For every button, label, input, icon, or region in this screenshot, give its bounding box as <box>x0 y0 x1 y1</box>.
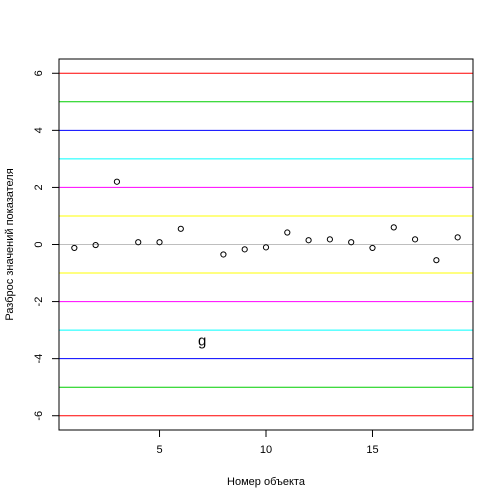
data-point <box>113 178 121 185</box>
y-tick-label: 4 <box>33 127 45 133</box>
data-point <box>135 239 142 246</box>
data-point <box>262 244 270 251</box>
data-point <box>71 244 78 252</box>
data-point <box>305 237 312 244</box>
x-tick-label: 5 <box>156 444 162 456</box>
data-point <box>433 257 440 264</box>
x-tick-label: 10 <box>260 444 272 456</box>
data-point <box>348 239 355 246</box>
data-point <box>369 244 376 252</box>
annotation-label: g <box>198 333 206 350</box>
data-point <box>454 234 461 241</box>
data-point <box>284 229 291 236</box>
y-tick-label: -6 <box>33 411 45 421</box>
data-point <box>92 241 99 249</box>
x-axis-title: Номер объекта <box>227 476 306 488</box>
y-tick-label: -4 <box>33 354 45 364</box>
data-point <box>326 236 333 243</box>
data-point <box>241 246 248 253</box>
data-point <box>220 251 227 258</box>
data-point <box>156 239 163 246</box>
y-tick-label: 0 <box>33 241 45 247</box>
y-tick-label: 2 <box>33 184 45 190</box>
reference-lines <box>59 72 473 417</box>
y-tick-label: -2 <box>33 297 45 307</box>
data-points <box>71 178 461 264</box>
axes: 5 10 15 -6 -4 -2 0 2 4 6 <box>33 70 379 456</box>
x-tick-label: 15 <box>366 444 378 456</box>
data-point <box>390 224 397 231</box>
data-point <box>177 225 184 232</box>
y-tick-label: 6 <box>33 70 45 76</box>
data-point <box>411 236 419 243</box>
y-axis-title: Разброс значений показателя <box>4 168 16 320</box>
